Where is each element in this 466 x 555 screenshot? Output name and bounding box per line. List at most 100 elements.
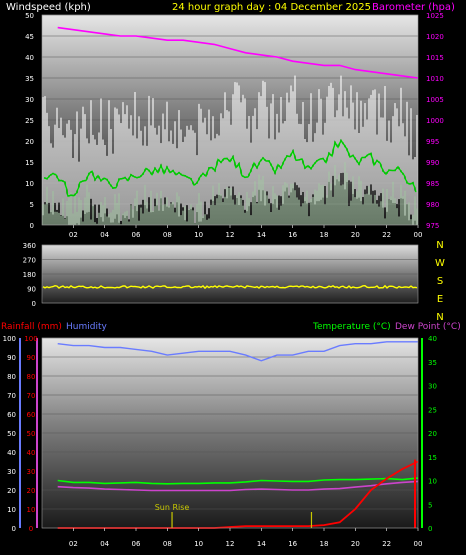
temperature-axis-title: Temperature (°C): [312, 322, 391, 332]
wind-xtick-label: 20: [351, 231, 360, 239]
rain-xtick-label: 22: [382, 540, 391, 548]
rain-xtick-label: 14: [257, 540, 266, 548]
dewpoint-line: [57, 480, 419, 492]
direction-ytick-label: 0: [32, 300, 36, 308]
baro-ytick-label: 1020: [426, 33, 444, 41]
baro-ytick-label: 985: [426, 180, 439, 188]
rain-xtick-label: 10: [194, 540, 203, 548]
temperature-ytick-label: 5: [428, 501, 432, 509]
temperature-ytick-label: 25: [428, 406, 437, 414]
humidity-ytick-label: 30: [7, 468, 16, 476]
humidity-line: [57, 341, 418, 362]
baro-ytick-label: 975: [426, 222, 439, 230]
rain-ytick-label: 40: [27, 449, 36, 457]
wind-direction-trace: [42, 284, 418, 290]
wind-xtick-label: 14: [257, 231, 266, 239]
baro-ytick-label: 980: [426, 201, 439, 209]
direction-ytick-label: 180: [23, 271, 36, 279]
temperature-ytick-label: 40: [428, 335, 437, 343]
humidity-ytick-label: 50: [7, 430, 16, 438]
wind-xtick-label: 06: [132, 231, 141, 239]
rain-ytick-label: 10: [27, 506, 36, 514]
barometer-axis-title: Barometer (hpa): [372, 2, 455, 13]
rain-xtick-label: 12: [226, 540, 235, 548]
rain-xtick-label: 08: [163, 540, 172, 548]
wind-ytick-label: 30: [25, 96, 34, 104]
rain-ytick-label: 60: [27, 411, 36, 419]
wind-xtick-label: 16: [288, 231, 297, 239]
humidity-ytick-label: 100: [3, 335, 16, 343]
wind-xtick-label: 08: [163, 231, 172, 239]
rain-ytick-label: 70: [27, 392, 36, 400]
rain-xtick-label: 04: [100, 540, 109, 548]
rain-xtick-label: 02: [69, 540, 78, 548]
temperature-ytick-label: 0: [428, 525, 432, 533]
humidity-ytick-label: 10: [7, 506, 16, 514]
temperature-ytick-label: 30: [428, 383, 437, 391]
wind-axis-title: Windspeed (kph): [6, 2, 91, 13]
rain-ytick-label: 50: [27, 430, 36, 438]
wind-panel-frame: [41, 14, 419, 226]
chart-title: 24 hour graph day : 04 December 2025: [172, 2, 371, 13]
barometer-line: [57, 26, 419, 79]
wind-ytick-label: 15: [25, 159, 34, 167]
humidity-axis-title: Humidity: [66, 322, 107, 332]
wind-ytick-label: 40: [25, 54, 34, 62]
rain-axis-title: Rainfall (mm): [1, 322, 62, 332]
compass-label: N: [436, 312, 443, 323]
wind-ytick-label: 10: [25, 180, 34, 188]
rain-ytick-label: 90: [27, 354, 36, 362]
temperature-ytick-label: 10: [428, 478, 437, 486]
humidity-ytick-label: 20: [7, 487, 16, 495]
rain-xtick-label: 20: [351, 540, 360, 548]
direction-ytick-label: 90: [27, 286, 36, 294]
compass-label: S: [437, 276, 443, 287]
baro-ytick-label: 995: [426, 138, 439, 146]
wind-xtick-label: 00: [414, 231, 423, 239]
rain-panel-frame: [41, 337, 419, 529]
baro-ytick-label: 1005: [426, 96, 444, 104]
rain-ytick-label: 20: [27, 487, 36, 495]
wind-average-line: [43, 138, 417, 198]
direction-ytick-label: 270: [23, 257, 36, 265]
wind-xtick-label: 02: [69, 231, 78, 239]
temperature-ytick-label: 35: [428, 359, 437, 367]
wind-xtick-label: 10: [194, 231, 203, 239]
wind-ytick-label: 5: [30, 201, 34, 209]
wind-ytick-label: 45: [25, 33, 34, 41]
baro-ytick-label: 1010: [426, 75, 444, 83]
rain-ytick-label: 0: [29, 525, 33, 533]
wind-ytick-label: 20: [25, 138, 34, 146]
wind-xtick-label: 12: [226, 231, 235, 239]
humidity-ytick-label: 80: [7, 373, 16, 381]
rain-xtick-label: 00: [414, 540, 423, 548]
humidity-ytick-label: 60: [7, 411, 16, 419]
rain-ytick-label: 30: [27, 468, 36, 476]
humidity-ytick-label: 40: [7, 449, 16, 457]
humidity-ytick-label: 90: [7, 354, 16, 362]
temperature-line: [57, 477, 419, 485]
compass-label: W: [435, 258, 445, 269]
humidity-ytick-label: 0: [12, 525, 16, 533]
sunrise-label: Sun Rise: [155, 503, 190, 512]
wind-xtick-label: 04: [100, 231, 109, 239]
baro-ytick-label: 1000: [426, 117, 444, 125]
baro-ytick-label: 1025: [426, 12, 444, 20]
humidity-ytick-label: 70: [7, 392, 16, 400]
temperature-ytick-label: 20: [428, 430, 437, 438]
compass-label: N: [436, 240, 443, 251]
rain-xtick-label: 16: [288, 540, 297, 548]
rain-xtick-label: 18: [320, 540, 329, 548]
rain-ytick-label: 80: [27, 373, 36, 381]
wind-xtick-label: 22: [382, 231, 391, 239]
compass-label: E: [437, 294, 443, 305]
wind-xtick-label: 18: [320, 231, 329, 239]
direction-panel-frame: [41, 244, 419, 304]
wind-ytick-label: 0: [30, 222, 34, 230]
baro-ytick-label: 990: [426, 159, 439, 167]
wind-ytick-label: 35: [25, 75, 34, 83]
temperature-ytick-label: 15: [428, 454, 437, 462]
wind-ytick-label: 25: [25, 117, 34, 125]
